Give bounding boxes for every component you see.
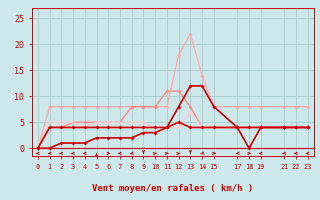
X-axis label: Vent moyen/en rafales ( km/h ): Vent moyen/en rafales ( km/h ): [92, 184, 253, 193]
